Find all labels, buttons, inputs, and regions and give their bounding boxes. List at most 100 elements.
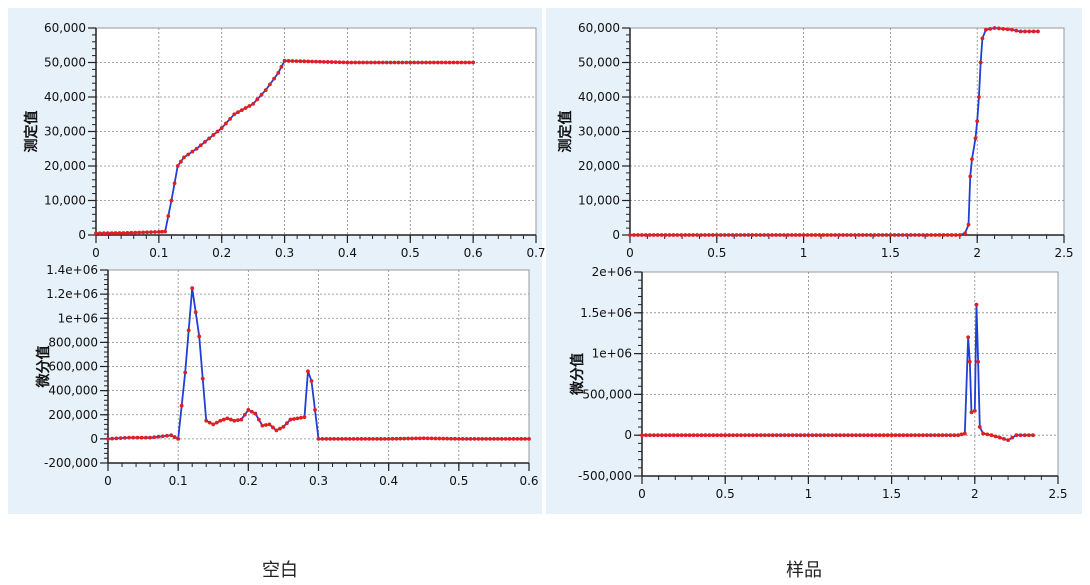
data-point [738,233,743,237]
data-point [141,230,146,235]
data-point [972,408,977,413]
data-point [699,433,704,438]
data-point [243,106,248,110]
data-point [135,435,140,440]
data-point [948,433,953,438]
data-point [318,59,322,64]
data-point [310,59,314,64]
data-point [786,433,791,438]
data-point [412,60,417,65]
data-point [355,436,360,441]
data-point [488,436,492,441]
data-point [507,436,512,441]
y-tick-label: 1.5e+06 [580,306,632,320]
data-point [365,60,369,65]
data-point [997,435,1002,440]
caption-blank: 空白 [262,560,298,581]
data-point [754,233,759,237]
data-point [723,433,728,438]
data-point [247,104,252,108]
data-point [1010,435,1015,440]
plot-area [642,272,1058,476]
data-point [267,422,272,427]
data-point [925,233,930,237]
data-point [703,433,708,438]
data-point [993,434,998,439]
y-axis-title: 测定值 [23,111,40,153]
data-point [856,233,861,237]
data-point [228,417,233,422]
data-point [896,233,901,237]
data-point [970,157,974,162]
data-point [523,436,528,441]
data-point [404,60,409,65]
y-tick-label: 20,000 [44,159,86,173]
data-point [710,233,715,237]
data-point [242,412,247,417]
data-point [420,60,424,65]
data-point [659,433,664,438]
y-tick-label: 1.4e+06 [46,263,98,277]
data-point [328,436,333,441]
data-point [218,418,223,423]
data-point [774,233,778,237]
data-point [499,436,504,441]
data-point [959,432,964,437]
y-tick-label: 400,000 [48,384,98,398]
data-point [905,433,910,438]
data-point [985,432,990,437]
data-point [380,60,385,65]
data-point [200,376,205,381]
data-point [105,231,110,236]
y-tick-label: -500,000 [578,469,632,483]
data-point [671,433,676,438]
data-point [707,433,712,438]
data-point [884,233,889,237]
data-point [160,434,165,439]
data-point [228,116,232,121]
data-point [830,433,835,438]
data-point [363,436,368,441]
data-point [439,60,444,65]
data-point [825,233,830,237]
data-point [376,60,381,65]
data-point [714,233,719,237]
data-point [1026,433,1031,438]
x-tick-label: 0.7 [526,246,545,260]
x-tick-label: 0.1 [169,474,188,488]
data-point [390,436,395,441]
data-point [410,436,414,441]
data-point [722,233,727,237]
data-point [398,436,403,441]
data-point [175,164,180,168]
data-point [838,433,842,438]
y-tick-label: 0 [90,432,98,446]
data-point [225,416,230,421]
data-point [675,233,680,237]
data-point [270,425,275,430]
data-point [897,433,902,438]
data-point [1014,28,1019,33]
y-tick-label: 50,000 [578,56,620,70]
data-point [285,421,289,426]
x-tick-label: 0.5 [707,246,726,260]
data-point [203,139,207,144]
data-point [253,411,258,416]
data-point [797,233,802,237]
data-point [869,433,874,438]
data-point [975,119,980,124]
data-point [110,436,115,441]
data-point [933,233,938,237]
data-point [980,36,985,41]
data-point [949,233,954,237]
data-point [357,60,362,65]
y-tick-label: 0 [624,428,632,442]
data-point [667,233,672,237]
data-point [400,60,405,65]
data-point [932,433,937,438]
data-point [263,423,268,427]
data-point [101,231,106,236]
data-point [1001,26,1006,31]
data-point [145,230,149,235]
data-point [455,60,460,65]
